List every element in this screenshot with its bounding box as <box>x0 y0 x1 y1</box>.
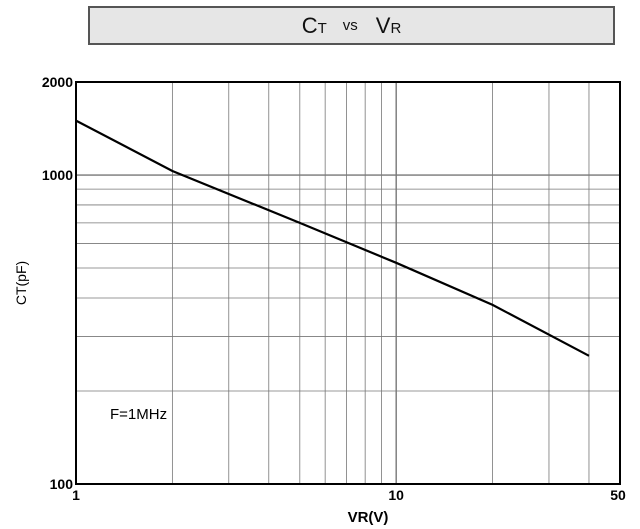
y-tick-label: 100 <box>50 476 74 492</box>
title-vs: vs <box>342 17 358 34</box>
tick-labels: 1 10 50 100 1000 2000 <box>42 74 626 503</box>
y-axis-label: CT(pF) <box>13 261 29 305</box>
x-tick-label: 1 <box>72 487 80 503</box>
y-tick-label: 1000 <box>42 167 73 183</box>
title-vr: VR <box>375 12 402 38</box>
y-tick-label: 2000 <box>42 74 73 90</box>
x-tick-label: 50 <box>610 487 626 503</box>
frequency-annotation: F=1MHz <box>110 406 167 423</box>
title-ct: CT <box>301 12 327 38</box>
series-line <box>75 119 590 357</box>
x-tick-label: 10 <box>388 487 404 503</box>
grid-lines <box>76 82 620 484</box>
x-axis-label: VR(V) <box>348 509 389 526</box>
plot-frame <box>75 81 621 485</box>
chart-title: CT vs VR <box>88 6 615 45</box>
